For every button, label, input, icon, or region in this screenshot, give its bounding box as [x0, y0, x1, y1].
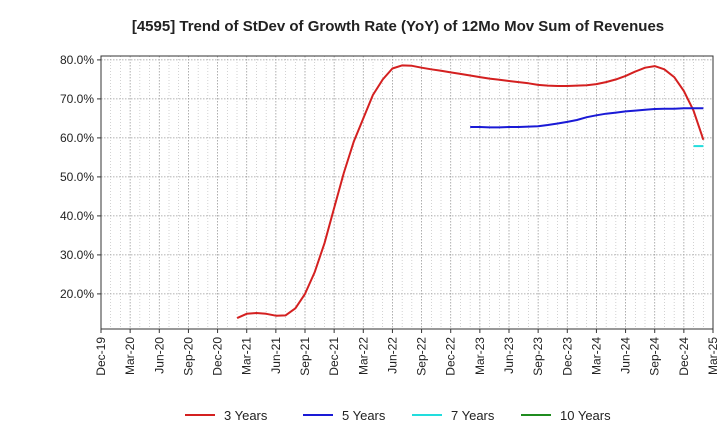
y-tick-label: 60.0% — [60, 131, 94, 145]
x-tick-label: Mar-20 — [123, 337, 137, 375]
legend: 3 Years 5 Years 7 Years 10 Years — [185, 408, 611, 423]
x-tick-label: Jun-21 — [269, 337, 283, 374]
x-tick-label: Mar-23 — [473, 337, 487, 375]
plot-frame — [100, 55, 714, 330]
legend-item-3-years: 3 Years — [185, 408, 268, 423]
legend-item-7-years: 7 Years — [412, 408, 495, 423]
legend-item-10-years: 10 Years — [521, 408, 611, 423]
legend-item-5-years: 5 Years — [303, 408, 386, 423]
y-tick-label: 80.0% — [60, 53, 94, 67]
legend-label: 5 Years — [342, 408, 386, 423]
x-tick-label: Mar-21 — [240, 337, 254, 375]
x-tick-label: Sep-24 — [648, 337, 662, 376]
x-tick-label: Jun-20 — [152, 337, 166, 374]
x-tick-label: Mar-25 — [706, 337, 720, 375]
x-tick-label: Dec-19 — [94, 337, 108, 376]
legend-label: 10 Years — [560, 408, 611, 423]
x-tick-label: Dec-21 — [327, 337, 341, 376]
series-line-3-years — [236, 64, 705, 320]
x-tick-label: Jun-24 — [619, 337, 633, 374]
y-tick-label: 20.0% — [60, 287, 94, 301]
legend-label: 3 Years — [224, 408, 268, 423]
chart-title: [4595] Trend of StDev of Growth Rate (Yo… — [132, 18, 664, 35]
y-tick-label: 70.0% — [60, 92, 94, 106]
x-tick-label: Dec-20 — [211, 337, 225, 376]
x-tick-label: Dec-24 — [677, 337, 691, 376]
y-tick-label: 40.0% — [60, 209, 94, 223]
y-tick-label: 30.0% — [60, 248, 94, 262]
y-tick-label: 50.0% — [60, 170, 94, 184]
x-tick-label: Sep-21 — [298, 337, 312, 376]
x-tick-label: Sep-23 — [531, 337, 545, 376]
x-tick-label: Jun-22 — [385, 337, 399, 374]
x-tick-label: Sep-22 — [415, 337, 429, 376]
x-tick-label: Dec-22 — [444, 337, 458, 376]
x-tick-label: Jun-23 — [502, 337, 516, 374]
x-tick-label: Mar-24 — [589, 337, 603, 375]
grid-layer — [101, 56, 713, 329]
x-tick-label: Mar-22 — [356, 337, 370, 375]
x-tick-label: Sep-20 — [181, 337, 195, 376]
series-line-5-years — [470, 107, 704, 129]
legend-label: 7 Years — [451, 408, 495, 423]
x-tick-label: Dec-23 — [560, 337, 574, 376]
x-axis: Dec-19 Mar-20 Jun-20 Sep-20 Dec-20 Mar-21 Jun-… — [94, 329, 720, 376]
y-axis: 20.0% 30.0% 40.0% 50.0% 60.0% 70.0% 80.0% — [60, 53, 101, 301]
series-layer — [236, 64, 705, 320]
